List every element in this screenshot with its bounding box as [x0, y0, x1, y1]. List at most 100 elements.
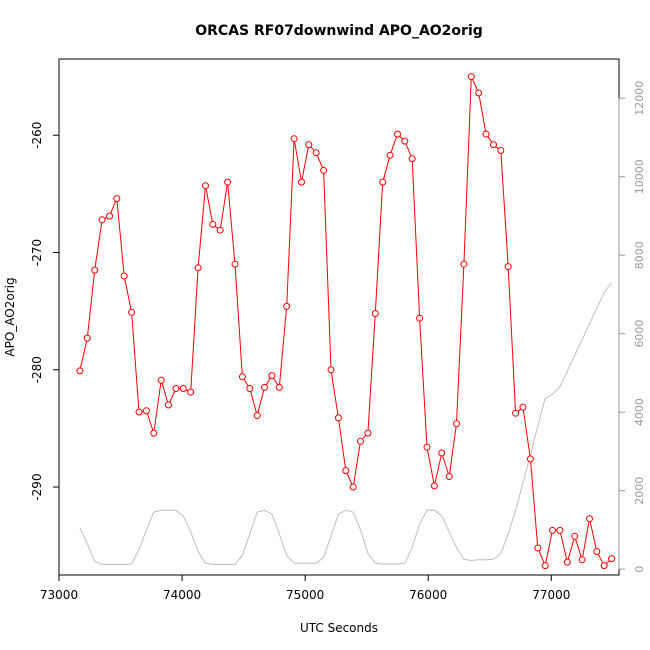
- apo-point: [283, 302, 291, 310]
- y2-tick-label: 6000: [633, 320, 646, 348]
- apo-point: [549, 526, 556, 534]
- apo-point: [224, 178, 232, 186]
- apo-point: [357, 437, 364, 445]
- apo-point: [194, 264, 202, 272]
- series-apo: [76, 73, 616, 570]
- apo-point: [216, 226, 224, 234]
- apo-point: [504, 263, 512, 271]
- apo-point: [512, 409, 520, 417]
- apo-point: [379, 178, 387, 186]
- apo-point: [586, 515, 593, 523]
- apo-point: [519, 403, 527, 411]
- apo-point: [120, 272, 128, 280]
- apo-point: [202, 182, 209, 190]
- apo-point: [334, 414, 342, 422]
- apo-point: [364, 429, 372, 437]
- apo-point: [408, 155, 416, 163]
- y-tick-label: -270: [30, 239, 44, 266]
- y2-tick-label: 4000: [633, 398, 646, 426]
- x-tick-label: 76000: [409, 588, 447, 602]
- apo-point: [253, 412, 261, 419]
- x-axis: 73000 74000 75000 76000 77000: [40, 575, 570, 602]
- apo-point: [135, 408, 143, 416]
- apo-point: [305, 141, 313, 149]
- apo-point: [209, 220, 217, 228]
- apo-point: [482, 130, 490, 138]
- apo-point: [556, 526, 564, 534]
- y-axis-label: APO_AO2orig: [3, 277, 17, 356]
- y2-tick-label: 10000: [633, 159, 646, 194]
- apo-point: [98, 216, 106, 224]
- apo-point: [246, 385, 254, 392]
- y-axis: -290 -280 -270 -260: [30, 122, 59, 501]
- apo-point: [268, 372, 276, 380]
- apo-point: [342, 467, 350, 475]
- apo-point: [526, 455, 534, 463]
- apo-point: [467, 73, 475, 81]
- y2-tick-label: 12000: [633, 81, 646, 116]
- chart-title: ORCAS RF07downwind APO_AO2orig: [195, 23, 483, 39]
- apo-point: [349, 483, 357, 491]
- series-altitude: [79, 282, 612, 565]
- apo-point: [563, 558, 571, 566]
- apo-point: [571, 532, 579, 540]
- apo-point: [416, 314, 424, 322]
- apo-point: [142, 407, 150, 415]
- apo-point: [320, 166, 328, 174]
- apo-point: [423, 443, 431, 451]
- y2-tick-label: 0: [633, 566, 646, 573]
- apo-point: [593, 548, 601, 555]
- apo-line: [79, 76, 612, 568]
- apo-point: [261, 383, 268, 391]
- apo-point: [179, 385, 187, 392]
- apo-point: [438, 449, 446, 457]
- apo-point: [534, 544, 542, 552]
- apo-point: [371, 310, 379, 317]
- apo-point: [290, 135, 298, 143]
- apo-point: [445, 473, 453, 480]
- apo-point: [165, 401, 172, 409]
- apo-point: [453, 420, 460, 428]
- apo-point: [231, 260, 239, 268]
- apo-point: [172, 385, 180, 392]
- apo-point: [475, 89, 483, 97]
- apo-point: [578, 556, 586, 564]
- plot-area: [58, 58, 620, 576]
- apo-point: [76, 367, 84, 375]
- apo-point: [312, 149, 320, 157]
- apo-point: [113, 195, 121, 203]
- apo-point: [327, 366, 335, 374]
- apo-point: [541, 562, 549, 570]
- apo-point: [187, 388, 195, 396]
- apo-point: [91, 266, 99, 274]
- apo-point: [394, 130, 401, 138]
- x-tick-label: 77000: [532, 588, 570, 602]
- apo-point: [401, 137, 409, 145]
- apo-point: [386, 151, 394, 159]
- apo-point: [600, 562, 608, 570]
- x-tick-label: 74000: [163, 588, 201, 602]
- apo-point: [275, 383, 283, 391]
- apo-point: [238, 373, 246, 381]
- apo-point: [150, 429, 158, 437]
- apo-point: [490, 141, 497, 149]
- apo-point: [460, 260, 468, 268]
- apo-point: [128, 308, 136, 316]
- y2-tick-label: 2000: [633, 477, 646, 505]
- apo-point: [83, 334, 91, 342]
- apo-point: [430, 482, 438, 490]
- y-tick-label: -290: [30, 473, 44, 500]
- x-axis-label: UTC Seconds: [300, 621, 378, 635]
- apo-point: [497, 147, 505, 154]
- x-tick-label: 75000: [286, 588, 324, 602]
- apo-point: [608, 555, 616, 563]
- x-tick-label: 73000: [40, 588, 78, 602]
- apo-point: [157, 376, 165, 384]
- apo-point: [298, 178, 305, 186]
- altitude-line: [79, 282, 612, 565]
- y2-tick-label: 8000: [633, 241, 646, 269]
- y-tick-label: -280: [30, 356, 44, 383]
- apo-point: [106, 212, 113, 220]
- y-tick-label: -260: [30, 122, 44, 149]
